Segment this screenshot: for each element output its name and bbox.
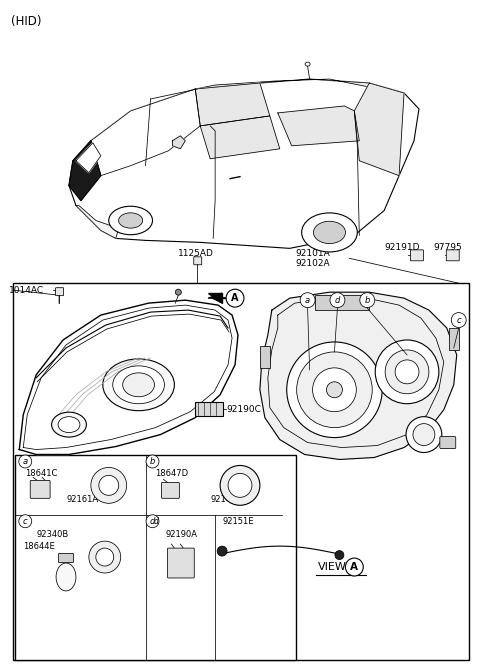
Circle shape [146,455,159,468]
Text: 92340B: 92340B [36,530,69,539]
Polygon shape [69,140,101,201]
Bar [15,456,296,660]
FancyBboxPatch shape [30,480,50,498]
Polygon shape [172,136,185,149]
Circle shape [413,423,435,446]
Circle shape [19,514,32,528]
Circle shape [19,455,32,468]
Circle shape [228,474,252,497]
FancyBboxPatch shape [161,482,180,498]
Circle shape [375,340,439,403]
Text: VIEW: VIEW [318,562,347,572]
Polygon shape [195,83,270,126]
Text: 1125AD: 1125AD [179,249,214,258]
Circle shape [217,546,227,556]
Text: 18644E: 18644E [23,542,55,551]
Circle shape [360,292,375,308]
Text: 1014AC: 1014AC [9,286,45,294]
Text: a: a [23,457,28,466]
FancyBboxPatch shape [59,553,73,563]
Circle shape [385,350,429,394]
Text: 92102A: 92102A [296,259,330,268]
Polygon shape [208,293,222,298]
Text: 18641C: 18641C [25,469,58,478]
Circle shape [89,541,120,573]
Circle shape [99,476,119,495]
FancyBboxPatch shape [168,548,194,578]
Ellipse shape [305,62,310,66]
Text: b: b [365,296,370,304]
Text: 18647D: 18647D [156,469,189,478]
Text: d: d [150,516,155,526]
Ellipse shape [123,373,155,397]
Circle shape [297,352,372,427]
Text: (HID): (HID) [12,15,42,28]
Ellipse shape [51,412,86,437]
Text: a: a [305,296,310,304]
Circle shape [96,548,114,566]
Text: d: d [154,516,159,526]
Polygon shape [200,116,280,159]
Polygon shape [76,142,101,173]
Circle shape [175,289,181,295]
FancyBboxPatch shape [314,295,369,310]
Circle shape [451,312,466,328]
Text: 92101A: 92101A [296,249,330,258]
Text: 92190A: 92190A [166,530,197,539]
Polygon shape [69,79,419,248]
Ellipse shape [301,213,357,252]
Polygon shape [195,79,404,93]
Polygon shape [208,293,222,303]
Text: A: A [350,562,359,572]
Ellipse shape [58,417,80,433]
FancyBboxPatch shape [260,346,270,368]
Circle shape [326,382,342,398]
Circle shape [220,466,260,505]
Polygon shape [19,300,238,454]
Text: 92151E: 92151E [222,516,253,526]
FancyBboxPatch shape [440,437,456,448]
FancyBboxPatch shape [194,257,202,265]
Circle shape [91,468,127,503]
Bar [13,283,468,660]
Circle shape [346,558,363,576]
Circle shape [300,292,315,308]
Ellipse shape [119,213,143,228]
Text: b: b [150,457,155,466]
Ellipse shape [113,366,165,403]
Circle shape [395,360,419,384]
Circle shape [335,551,344,559]
FancyBboxPatch shape [410,250,423,261]
Ellipse shape [103,359,174,411]
Text: 92191D: 92191D [384,243,420,252]
Text: 92161A: 92161A [66,495,98,504]
Circle shape [330,292,345,308]
Text: c: c [456,316,461,324]
Circle shape [406,417,442,452]
Polygon shape [91,89,200,176]
Circle shape [312,368,356,411]
Polygon shape [354,83,404,176]
FancyBboxPatch shape [449,328,459,350]
Polygon shape [278,106,360,146]
Ellipse shape [56,563,76,591]
Text: 92190C: 92190C [226,405,261,414]
FancyBboxPatch shape [56,288,63,296]
Text: A: A [231,293,239,303]
Circle shape [146,514,159,528]
Polygon shape [76,205,119,238]
Ellipse shape [109,206,153,235]
Circle shape [226,289,244,307]
Text: 97795: 97795 [434,243,463,252]
Text: d: d [335,296,340,304]
Text: c: c [23,516,27,526]
FancyBboxPatch shape [446,250,459,261]
Text: 92140E: 92140E [210,495,241,504]
FancyBboxPatch shape [195,401,223,415]
Ellipse shape [313,221,346,244]
Circle shape [287,342,382,438]
Polygon shape [260,292,457,460]
